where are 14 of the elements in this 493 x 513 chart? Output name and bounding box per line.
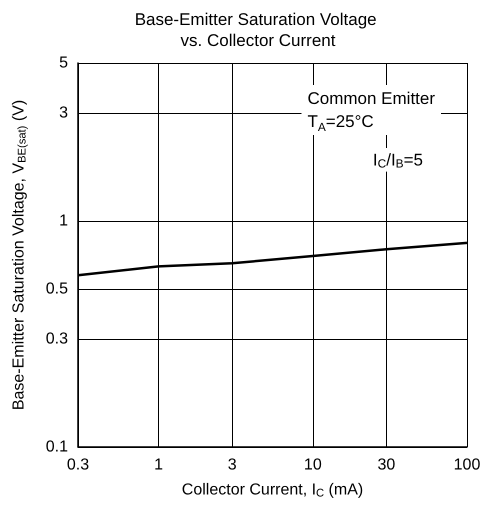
- x-tick-label: 1: [154, 456, 164, 474]
- y-axis-title: Base-Emitter Saturation Voltage, VBE(sat) (V): [10, 100, 28, 410]
- x-tick-label: 30: [377, 456, 396, 474]
- y-tick-label: 0.3: [46, 330, 68, 348]
- x-tick-label: 100: [454, 456, 480, 474]
- y-tick-label: 3: [59, 104, 68, 122]
- annotation: Common Emitter: [307, 89, 436, 108]
- x-tick-label: 3: [228, 456, 237, 474]
- y-tick-label: 1: [59, 212, 68, 230]
- y-tick-label: 5: [59, 54, 68, 72]
- y-tick-label: 0.5: [46, 280, 68, 298]
- chart-title: Base-Emitter Saturation Voltage vs. Collector Current: [134, 10, 382, 50]
- x-tick-label: 10: [304, 456, 322, 474]
- y-tick-label: 0.1: [46, 438, 68, 456]
